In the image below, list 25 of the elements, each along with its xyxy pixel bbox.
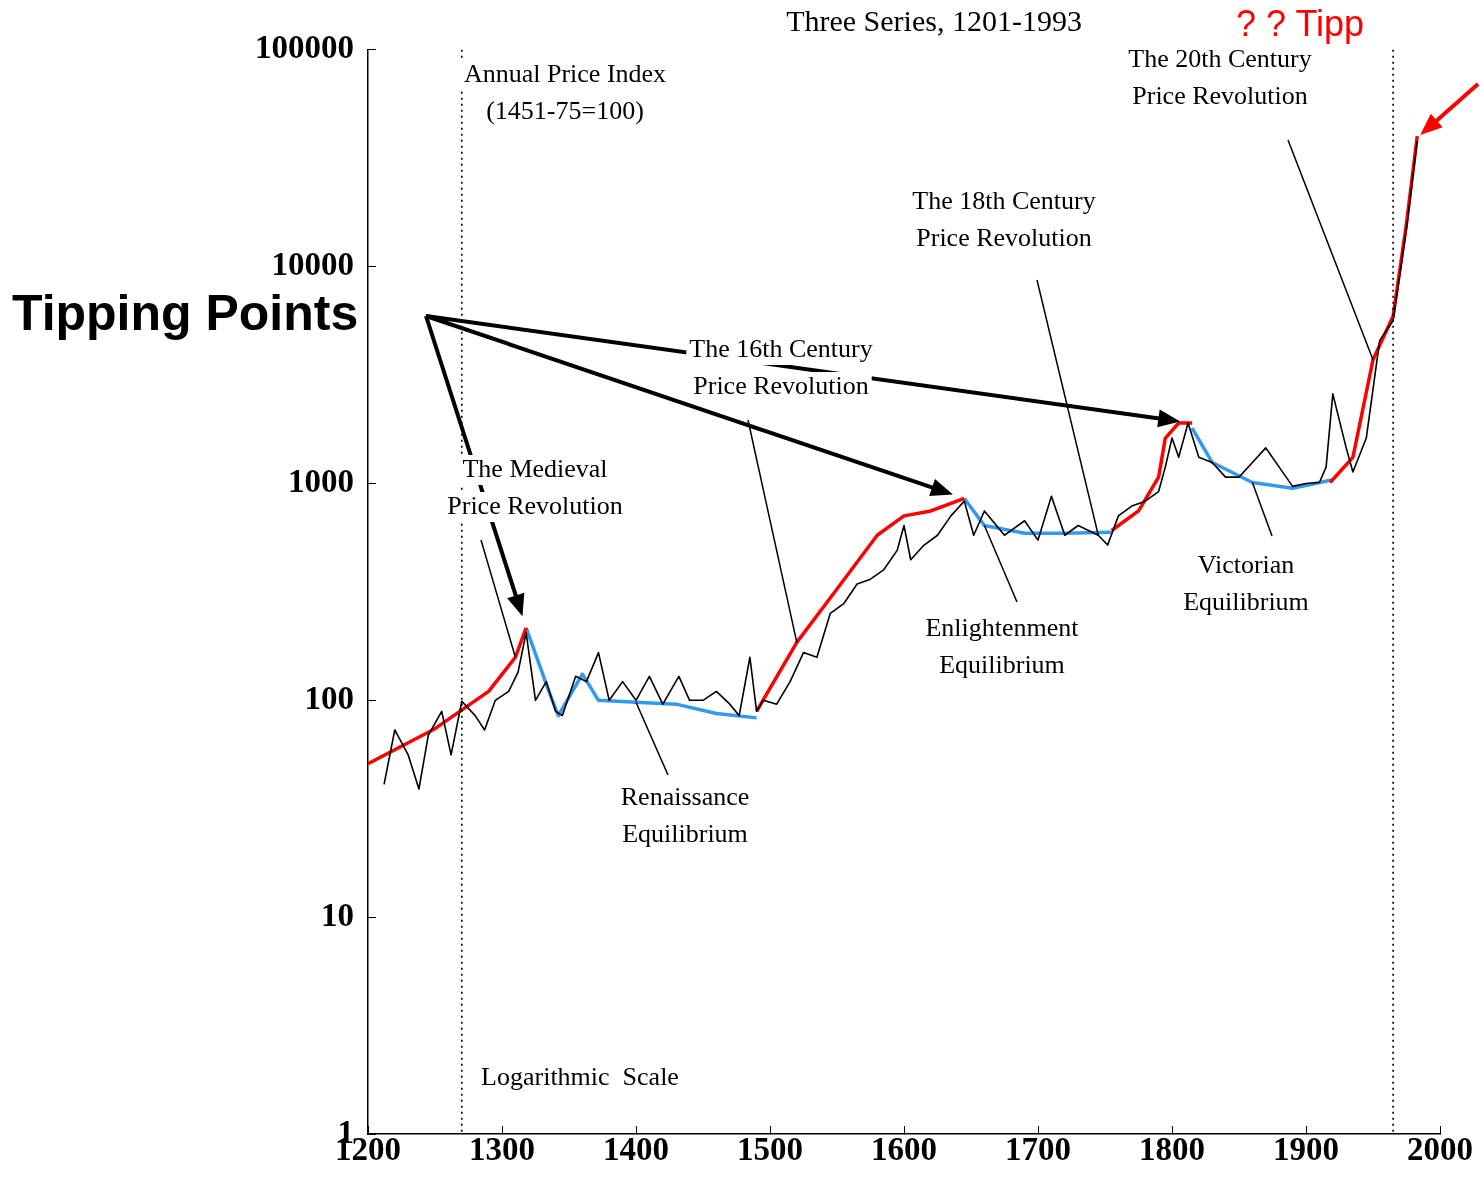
x-tick-label: 1700 [1005,1131,1071,1168]
y-tick-label: 10 [321,896,354,933]
y-tick-label: 100000 [255,29,354,66]
chart-title: Three Series, 1201-1993 [786,3,1082,37]
annotation: The Medieval Price Revolution [447,453,623,520]
x-tick-label: 1400 [603,1131,669,1168]
y-tick-label: 10000 [271,246,354,283]
annotation: Annual Price Index (1451-75=100) [463,58,667,125]
annotation: Renaissance Equilibrium [620,781,750,848]
x-tick-label: 1800 [1139,1131,1205,1168]
annotation: Victorian Equilibrium [1183,549,1309,616]
annotation: The 18th Century Price Revolution [912,185,1096,252]
annotation: Enlightenment Equilibrium [925,612,1080,679]
annotation: Logarithmic Scale [481,1061,679,1091]
annotation: The 20th Century Price Revolution [1128,43,1312,110]
x-tick-label: 1500 [737,1131,803,1168]
text: Tipping Points [12,284,359,341]
annotation: ? ? Tipp [1236,2,1365,44]
x-tick-label: 1300 [469,1131,535,1168]
x-tick-label: 2000 [1407,1131,1473,1168]
x-tick-label: 1600 [871,1131,937,1168]
y-tick-label: 100 [304,679,354,716]
y-tick-label: 1000 [288,463,354,500]
annotation: The 16th Century Price Revolution [689,333,873,400]
x-tick-label: 1900 [1273,1131,1339,1168]
